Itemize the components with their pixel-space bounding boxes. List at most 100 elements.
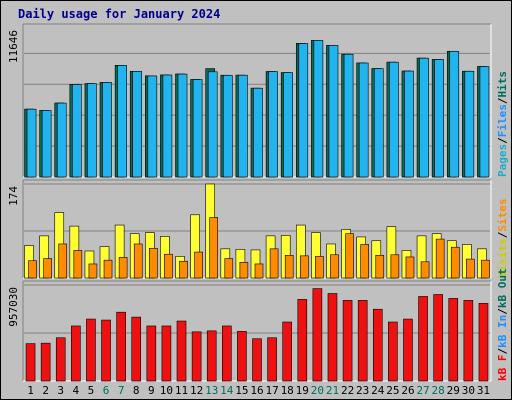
- sites-bar: [466, 258, 475, 279]
- day-label: 24: [371, 384, 385, 397]
- panel-3-legend: kB F/kB In/kB Out: [496, 268, 509, 381]
- day-label: 8: [133, 384, 140, 397]
- day-label: 30: [462, 384, 475, 397]
- sites-bar: [73, 250, 83, 279]
- files-bar: [117, 65, 127, 178]
- day-label: 13: [205, 384, 218, 397]
- sites-bar: [239, 262, 249, 279]
- files-bar: [177, 73, 188, 178]
- kbf-bar: [252, 338, 262, 382]
- day-label: 9: [148, 384, 155, 397]
- legend-sites-text: Sites: [496, 199, 509, 232]
- day-label: 18: [281, 384, 294, 397]
- legend--text: /: [496, 348, 509, 355]
- chart-title: Daily usage for January 2024: [18, 7, 221, 21]
- legend-visits-text: Visits: [496, 238, 509, 278]
- day-label: 11: [175, 384, 188, 397]
- kbf-bar: [282, 321, 292, 382]
- kbf-bar: [478, 303, 489, 382]
- files-bar: [268, 71, 278, 178]
- sites-bar: [450, 246, 460, 279]
- day-label: 26: [401, 384, 414, 397]
- files-bar: [132, 71, 143, 178]
- sites-bar: [435, 238, 445, 279]
- day-label: 10: [160, 384, 173, 397]
- files-bar: [434, 59, 444, 178]
- files-bar: [479, 66, 490, 178]
- sites-bar: [360, 244, 369, 279]
- sites-bar: [149, 247, 158, 279]
- kbf-bar: [403, 318, 413, 382]
- files-bar: [56, 102, 67, 178]
- files-bar: [419, 57, 429, 178]
- kbf-bar: [433, 294, 443, 382]
- files-bar: [238, 74, 248, 178]
- sites-bar: [103, 259, 113, 279]
- kbf-bar: [146, 325, 157, 382]
- sites-bar: [481, 259, 490, 279]
- day-label: 20: [311, 384, 324, 397]
- day-label: 29: [447, 384, 460, 397]
- sites-bar: [345, 233, 354, 279]
- files-bar: [26, 108, 37, 178]
- files-bar: [72, 84, 82, 178]
- kbf-bar: [191, 331, 202, 382]
- kbf-bar: [161, 325, 172, 382]
- day-label: 21: [326, 384, 339, 397]
- kbf-bar: [372, 308, 383, 382]
- day-label: 27: [416, 384, 429, 397]
- sites-bar: [209, 217, 219, 279]
- day-label: 5: [88, 384, 95, 397]
- day-label: 1: [27, 384, 34, 397]
- panel-2-legend: Visits/Sites: [496, 199, 509, 279]
- sites-bar: [224, 258, 234, 279]
- panel-2-max-label: 174: [7, 186, 20, 206]
- legend--text: /: [496, 231, 509, 238]
- files-bar: [41, 110, 52, 178]
- day-label: 25: [386, 384, 399, 397]
- kbf-bar: [463, 300, 474, 382]
- sites-bar: [254, 263, 264, 279]
- files-bar: [192, 79, 203, 178]
- legend-kbin-text: kB In: [496, 315, 509, 348]
- kbf-bar: [40, 342, 51, 382]
- day-label: 7: [118, 384, 125, 397]
- kbf-bar: [116, 311, 126, 382]
- sites-bar: [405, 256, 415, 279]
- kbf-bar: [206, 330, 217, 382]
- files-bar: [207, 71, 218, 178]
- sites-bar: [269, 248, 279, 279]
- files-bar: [313, 40, 324, 178]
- day-label: 12: [190, 384, 203, 397]
- files-bar: [464, 70, 475, 178]
- day-label: 19: [296, 384, 309, 397]
- sites-bar: [28, 260, 37, 279]
- day-label: 15: [235, 384, 248, 397]
- files-bar: [162, 74, 173, 178]
- sites-bar: [315, 256, 324, 279]
- panel-1-legend: Pages/Files/Hits: [496, 71, 509, 177]
- sites-bar: [43, 258, 52, 279]
- day-label: 31: [477, 384, 490, 397]
- kbf-bar: [86, 318, 96, 382]
- sites-bar: [58, 243, 68, 279]
- files-bar: [147, 75, 158, 178]
- day-label: 17: [265, 384, 278, 397]
- kbf-bar: [101, 319, 111, 382]
- files-bar: [283, 72, 293, 178]
- day-label: 4: [73, 384, 80, 397]
- files-bar: [404, 70, 414, 178]
- day-label: 6: [103, 384, 110, 397]
- panel-3-max-label: 957030: [7, 287, 20, 327]
- day-label: 2: [42, 384, 49, 397]
- kbf-bar: [312, 288, 323, 382]
- kbf-bar: [357, 300, 368, 382]
- files-bar: [389, 61, 399, 178]
- files-bar: [223, 75, 233, 178]
- day-label: 22: [341, 384, 354, 397]
- legend-hits-text: Hits: [496, 71, 509, 98]
- files-bar: [87, 83, 97, 178]
- sites-bar: [179, 260, 188, 279]
- sites-bar: [118, 257, 128, 279]
